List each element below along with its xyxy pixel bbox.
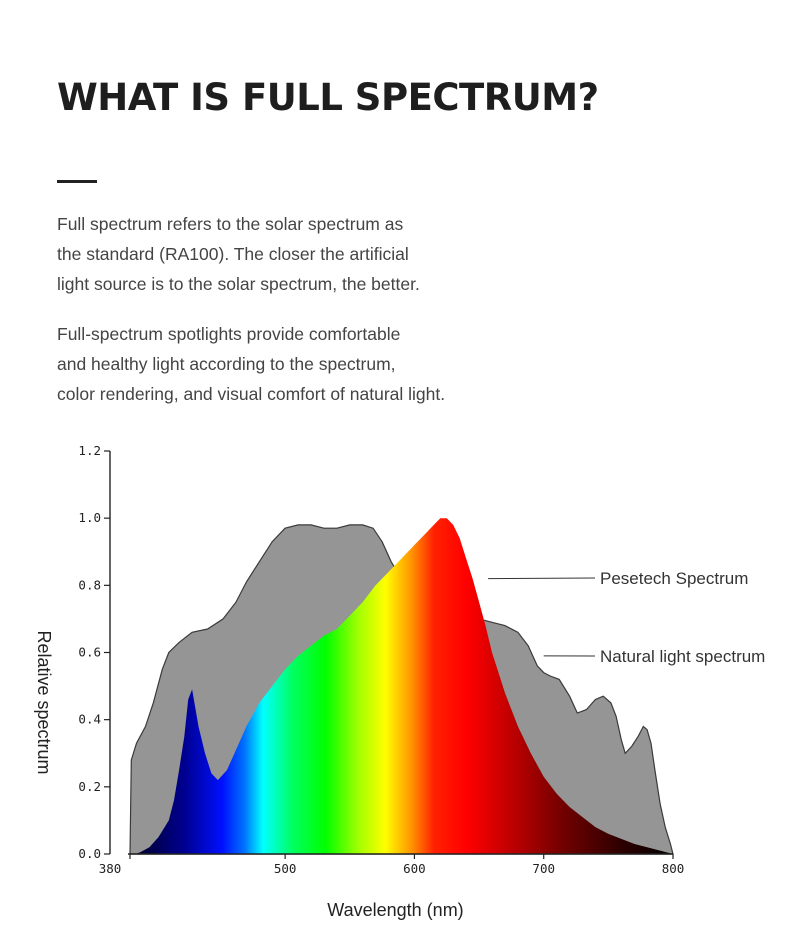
x-tick-label: 380: [99, 861, 122, 876]
benefits-line: color rendering, and visual comfort of n…: [57, 384, 446, 404]
x-tick-label: 700: [532, 861, 555, 876]
y-tick-label: 1.2: [78, 443, 101, 458]
y-tick-label: 0.4: [78, 712, 101, 727]
intro-paragraph: Full spectrum refers to the solar spectr…: [57, 209, 527, 299]
x-tick-label: 800: [662, 861, 685, 876]
legend-label: Pesetech Spectrum: [600, 569, 748, 588]
y-tick-label: 0.2: [78, 779, 101, 794]
benefits-line: and healthy light according to the spect…: [57, 354, 396, 374]
x-axis-title: Wavelength (nm): [327, 900, 463, 920]
legend-label: Natural light spectrum: [600, 647, 765, 666]
x-tick-label: 600: [403, 861, 426, 876]
y-tick-label: 1.0: [78, 510, 101, 525]
intro-line: Full spectrum refers to the solar spectr…: [57, 214, 404, 234]
spectrum-chart: 0.0 0.2 0.4 0.6 0.8 1.0 1.2 380 500 600 700 800 Wav…: [34, 443, 765, 920]
y-axis-title: Relative spectrum: [34, 630, 54, 774]
legend-leader-line: [488, 577, 596, 580]
pesetech-spectrum-area: [135, 518, 673, 854]
benefits-paragraph: Full-spectrum spotlights provide comfort…: [57, 319, 527, 409]
y-tick-label: 0.8: [78, 577, 101, 592]
title-underline: [57, 180, 97, 183]
page-title: WHAT IS FULL SPECTRUM?: [57, 76, 599, 119]
y-tick-label: 0.0: [78, 846, 101, 861]
intro-line: the standard (RA100). The closer the art…: [57, 244, 409, 264]
x-tick-label: 500: [274, 861, 297, 876]
y-tick-label: 0.6: [78, 645, 101, 660]
intro-line: light source is to the solar spectrum, t…: [57, 274, 420, 294]
benefits-line: Full-spectrum spotlights provide comfort…: [57, 324, 401, 344]
